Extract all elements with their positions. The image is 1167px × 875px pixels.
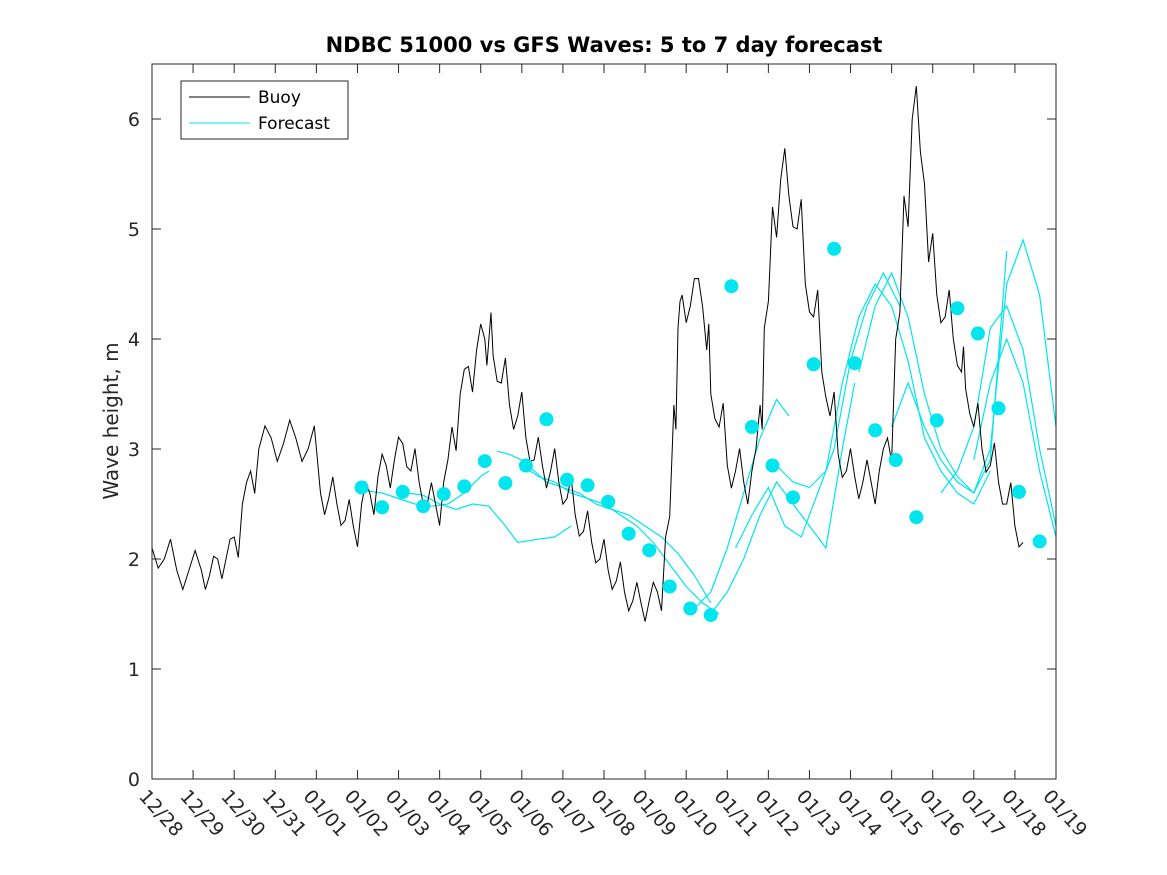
forecast-marker — [416, 499, 431, 514]
forecast-marker — [354, 480, 369, 495]
forecast-line — [776, 282, 991, 505]
ticks-group — [151, 64, 1057, 780]
y-tick-label: 4 — [128, 329, 140, 351]
forecast-line — [521, 465, 720, 615]
forecast-marker — [560, 472, 574, 487]
forecast-marker — [744, 420, 759, 434]
y-axis-label: Wave height, m — [99, 342, 123, 499]
y-tick-label: 6 — [128, 109, 140, 131]
forecast-marker — [827, 241, 842, 256]
y-tick-label: 3 — [128, 439, 140, 461]
forecast-marker — [970, 326, 985, 341]
forecast-line — [710, 382, 856, 615]
forecast-line — [891, 238, 1057, 494]
legend-label-buoy: Buoy — [258, 88, 301, 108]
forecast-marker — [724, 279, 739, 294]
forecast-line — [973, 337, 1057, 538]
forecast-marker — [1012, 484, 1026, 499]
forecast-marker — [662, 579, 677, 594]
forecast-line — [734, 271, 901, 549]
forecast-marker — [1032, 534, 1047, 549]
forecast-marker — [950, 301, 965, 316]
forecast-marker — [539, 412, 554, 427]
y-tick-label: 1 — [128, 659, 140, 681]
forecast-line — [365, 470, 490, 507]
forecast-marker — [477, 454, 492, 469]
forecast-marker — [621, 526, 636, 541]
forecast-line — [406, 492, 572, 544]
axes-frame — [151, 63, 1057, 780]
forecast-marker — [518, 458, 533, 473]
forecast-marker — [786, 490, 800, 505]
forecast-marker — [847, 356, 862, 371]
forecast-line — [940, 304, 1057, 527]
forecast-marker — [929, 413, 944, 428]
forecast-marker — [498, 476, 513, 491]
forecast-marker — [703, 608, 718, 623]
forecast-line — [693, 398, 790, 609]
forecast-marker — [806, 357, 821, 372]
buoy-line — [151, 85, 1024, 622]
legend: Buoy Forecast — [180, 80, 349, 140]
forecast-marker — [395, 484, 410, 499]
forecast-marker — [457, 479, 472, 494]
forecast-marker — [642, 543, 657, 558]
legend-box — [180, 80, 349, 140]
forecast-marker — [683, 601, 698, 616]
forecast-marker — [765, 458, 780, 473]
legend-label-forecast: Forecast — [258, 114, 330, 134]
forecast-marker — [909, 510, 924, 525]
forecast-marker — [436, 487, 451, 502]
y-tick-label: 2 — [128, 549, 140, 571]
forecast-marker — [868, 423, 883, 438]
plot-area — [152, 64, 1056, 779]
y-tick-label: 5 — [128, 219, 140, 241]
chart-title: NDBC 51000 vs GFS Waves: 5 to 7 day fore… — [326, 33, 883, 57]
forecast-marker — [375, 500, 390, 515]
series-layer — [151, 85, 1057, 623]
forecast-marker — [601, 494, 616, 509]
y-tick-label: 0 — [128, 769, 140, 791]
forecast-marker — [580, 478, 595, 493]
forecast-marker — [991, 401, 1006, 416]
forecast-marker — [888, 453, 903, 467]
